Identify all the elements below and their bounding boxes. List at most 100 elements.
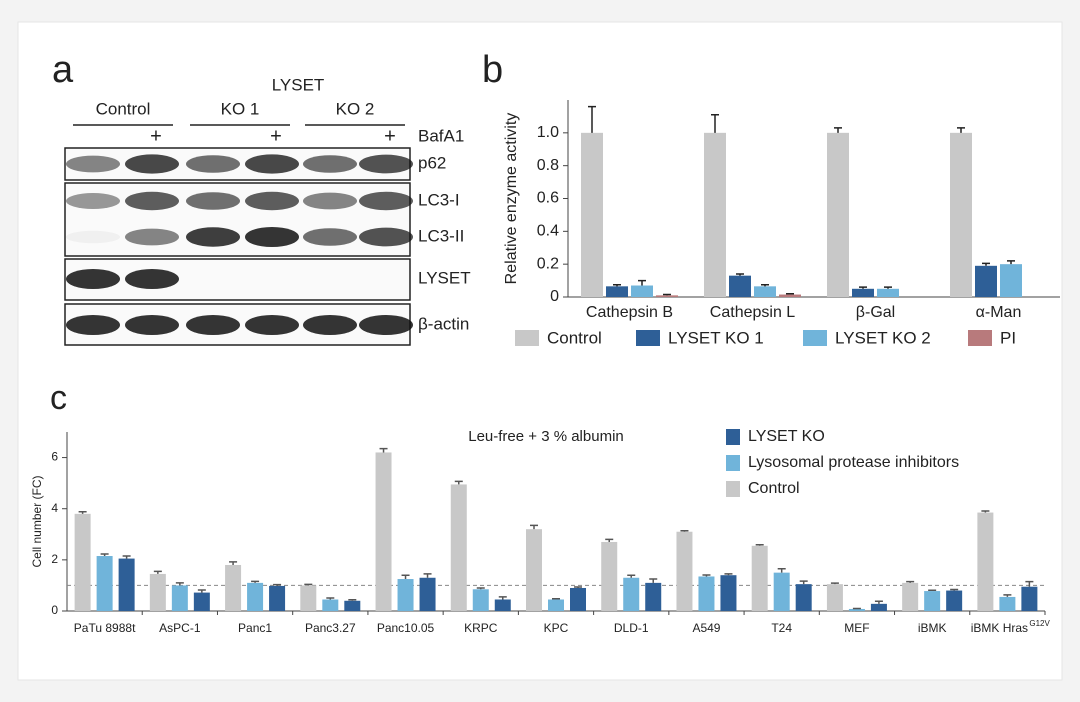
error-bar [122, 555, 131, 559]
bar [300, 585, 317, 611]
band [303, 155, 357, 173]
error-bar [78, 511, 87, 514]
bar [729, 275, 751, 297]
error-bar [574, 586, 582, 588]
bar [975, 265, 997, 297]
y-tick-label: 6 [51, 450, 58, 464]
bar [570, 587, 586, 611]
error-bar [680, 529, 689, 532]
blot-box [64, 258, 411, 301]
error-bar [423, 573, 432, 578]
group-header: LYSET [272, 75, 325, 94]
band [66, 315, 120, 335]
bar [827, 132, 849, 297]
band [125, 269, 179, 289]
band [125, 228, 179, 246]
error-bar [1007, 260, 1015, 265]
band [66, 193, 120, 209]
bar [74, 513, 91, 611]
panel-label: b [482, 49, 503, 91]
band [359, 227, 413, 247]
band [186, 315, 240, 335]
band [66, 230, 120, 244]
error-bar [1003, 594, 1012, 597]
error-bar [197, 589, 206, 593]
error-bar [401, 574, 410, 580]
legend-swatch [636, 330, 660, 346]
bar [999, 596, 1016, 611]
bar [1000, 264, 1022, 297]
bar [606, 286, 628, 297]
bar [149, 573, 166, 611]
bar [623, 577, 640, 611]
y-tick-label: 1.0 [537, 124, 559, 141]
error-bar [638, 279, 646, 286]
bar [751, 545, 768, 611]
bar [548, 599, 564, 611]
y-tick-label: 0.6 [537, 190, 559, 207]
bar [779, 294, 801, 297]
band [125, 315, 179, 335]
band-label: p62 [418, 153, 446, 172]
bar [852, 288, 874, 297]
bar [1021, 586, 1038, 611]
panel-label: a [52, 49, 74, 91]
error-bar [906, 580, 915, 583]
plus-mark: + [270, 125, 282, 147]
error-bar [476, 587, 485, 590]
band-label: β-actin [418, 314, 469, 333]
x-tick-label: AsPC-1 [159, 621, 201, 635]
error-bar [605, 538, 614, 542]
band [359, 154, 413, 174]
legend-swatch [726, 481, 740, 497]
y-axis-label: Relative enzyme activity [503, 113, 520, 285]
panel-label: c [50, 379, 67, 417]
error-bar [928, 589, 937, 592]
band [125, 191, 179, 211]
error-bar [229, 561, 238, 565]
error-bar [755, 544, 764, 546]
bar [269, 585, 286, 611]
x-tick-label: α-Man [976, 304, 1022, 321]
band [186, 227, 240, 247]
error-bar [761, 283, 769, 287]
error-bar [552, 597, 560, 600]
blot-box [64, 182, 411, 257]
error-bar [786, 292, 794, 295]
x-tick-label: Panc3.27 [305, 621, 356, 635]
band [186, 192, 240, 210]
annotation: Leu-free + 3 % albumin [468, 428, 624, 445]
error-bar [663, 293, 671, 296]
error-bar [588, 105, 596, 133]
bar [698, 576, 715, 611]
y-tick-label: 0.8 [537, 157, 559, 174]
error-bar [957, 127, 965, 133]
bar [225, 564, 242, 611]
legend-label: LYSET KO 1 [668, 328, 764, 347]
error-bar [649, 578, 658, 583]
band-label: LYSET [418, 268, 471, 287]
error-bar [100, 553, 109, 557]
error-bar [326, 597, 335, 600]
category-superscript: G12V [1029, 619, 1050, 628]
bar [171, 585, 188, 611]
y-tick-label: 0 [550, 288, 559, 305]
x-tick-label: KPC [544, 621, 569, 635]
error-bar [613, 283, 621, 287]
legend-label: LYSET KO 2 [835, 328, 931, 347]
y-axis-label: Cell number (FC) [30, 475, 44, 567]
bar [397, 579, 414, 611]
band [66, 155, 120, 173]
error-bar [834, 127, 842, 133]
bar [754, 286, 776, 297]
bar [472, 589, 489, 611]
error-bar [711, 114, 719, 133]
bar [870, 603, 887, 611]
group-label: KO 1 [221, 99, 260, 118]
error-bar [736, 273, 744, 276]
plus-mark: + [384, 125, 396, 147]
group-label: Control [96, 99, 151, 118]
x-tick-label: Cathepsin L [710, 304, 795, 321]
band [359, 315, 413, 335]
x-tick-label: T24 [771, 621, 792, 635]
